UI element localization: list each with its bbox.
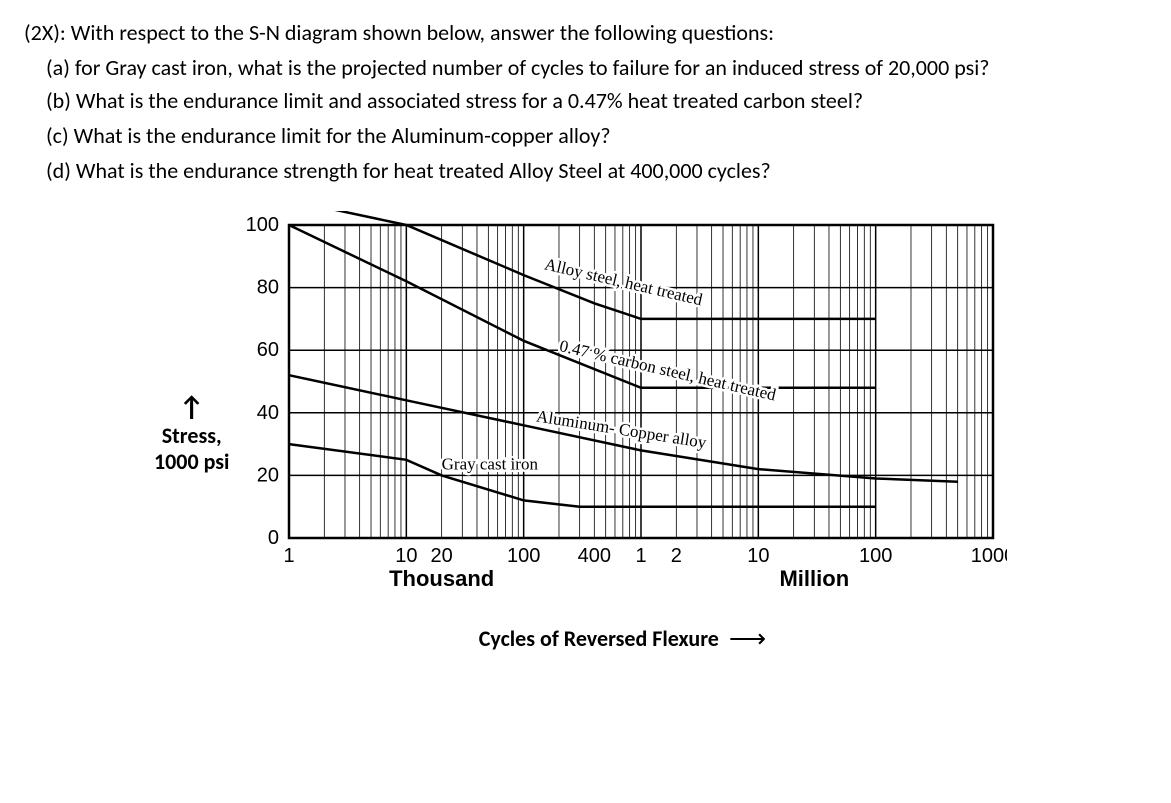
right-arrow-icon: ⟶: [729, 622, 766, 654]
x-tick-label: 1: [636, 545, 647, 567]
y-tick-label: 60: [257, 339, 279, 361]
y-axis-label: ↑ Stress, 1000 psi: [154, 391, 237, 474]
x-tick-label: 10: [396, 545, 418, 567]
y-axis-label-text: Stress,: [162, 422, 222, 449]
x-group-label: Million: [780, 566, 850, 591]
up-arrow-icon: ↑: [154, 391, 229, 423]
y-tick-label: 40: [257, 402, 279, 424]
x-axis-label-text: Cycles of Reversed Flexure: [479, 625, 719, 652]
x-tick-label: 1: [284, 545, 295, 567]
sn-chart: ↑ Stress, 1000 psi Alloy steel, heat tre…: [154, 211, 1147, 654]
question-a: (a) for Gray cast iron, what is the proj…: [24, 51, 1147, 84]
x-tick-label: 100: [507, 545, 540, 567]
y-axis-unit-text: 1000 psi: [154, 448, 229, 475]
series-label: Alloy steel, heat treated: [543, 254, 705, 309]
x-tick-label: 20: [431, 545, 453, 567]
y-tick-label: 100: [246, 214, 279, 236]
x-axis-caption: Cycles of Reversed Flexure ⟶: [479, 622, 766, 654]
series-0-47-carbon-steel-heat-treated: [289, 225, 876, 388]
series-label: Gray cast iron: [442, 454, 539, 473]
x-tick-label: 400: [578, 545, 611, 567]
question-d: (d) What is the endurance strength for h…: [24, 154, 1147, 187]
x-tick-label: 10: [748, 545, 770, 567]
y-tick-label: 20: [257, 464, 279, 486]
sn-chart-svg: Alloy steel, heat treatedAlloy steel, he…: [237, 211, 1007, 616]
x-tick-label: 1000: [971, 545, 1007, 567]
question-block: (2X): With respect to the S-N diagram sh…: [24, 16, 1147, 187]
x-tick-label: 2: [671, 545, 682, 567]
y-tick-label: 80: [257, 277, 279, 299]
x-tick-label: 100: [859, 545, 892, 567]
question-b: (b) What is the endurance limit and asso…: [24, 84, 1147, 117]
x-group-label: Thousand: [390, 566, 495, 591]
y-tick-label: 0: [268, 527, 279, 549]
question-intro: (2X): With respect to the S-N diagram sh…: [24, 16, 1147, 49]
question-c: (c) What is the endurance limit for the …: [24, 119, 1147, 152]
series-label: 0.47 % carbon steel, heat treated: [558, 336, 778, 404]
